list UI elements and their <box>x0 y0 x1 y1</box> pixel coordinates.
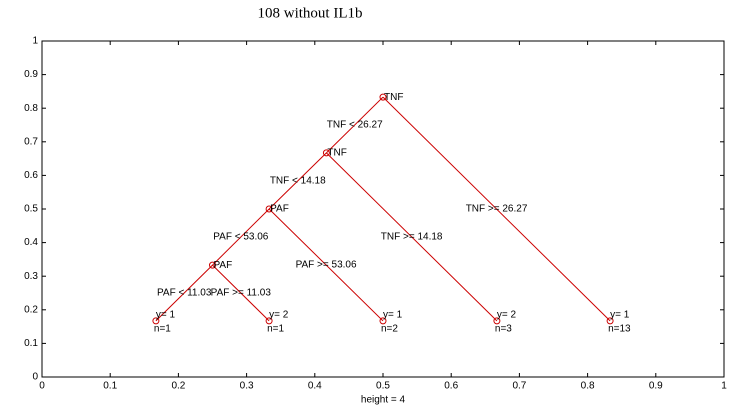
x-tick-label: 0.5 <box>376 381 390 392</box>
leaf-count: n=13 <box>608 324 631 335</box>
y-tick-label: 0.5 <box>24 204 38 215</box>
tree-edge <box>212 264 270 322</box>
edge-label: PAF < 11.03 <box>157 288 212 299</box>
node-label: TNF <box>327 148 346 159</box>
leaf-count: n=1 <box>154 324 171 335</box>
x-tick-label: 0.6 <box>444 381 458 392</box>
tree-edge <box>326 96 384 154</box>
y-tick-label: 0.1 <box>24 338 38 349</box>
y-tick-label: 0.2 <box>24 304 38 315</box>
leaf-label: y= 2 <box>497 310 517 321</box>
tree-node <box>493 317 501 325</box>
y-tick-label: 1 <box>32 36 38 47</box>
chart-title: 108 without IL1b <box>258 5 363 21</box>
y-tick-label: 0.9 <box>24 69 38 80</box>
x-tick-label: 0.3 <box>240 381 254 392</box>
tree-node <box>379 93 387 101</box>
tree-node <box>606 317 614 325</box>
x-tick-label: 0.2 <box>171 381 185 392</box>
edge-label: PAF < 53.06 <box>213 232 269 243</box>
tree-edge <box>268 152 327 210</box>
y-tick-label: 0.8 <box>24 103 38 114</box>
leaf-label: y= 1 <box>383 310 403 321</box>
leaf-label: y= 2 <box>269 310 289 321</box>
edge-label: TNF >= 14.18 <box>381 232 443 243</box>
node-label: PAF <box>214 260 233 271</box>
x-tick-label: 0.9 <box>649 381 663 392</box>
leaf-count: n=2 <box>381 324 398 335</box>
y-tick-label: 0.3 <box>24 271 38 282</box>
y-tick-label: 0.6 <box>24 170 38 181</box>
tree-node <box>209 261 216 269</box>
tree-edge <box>382 96 611 322</box>
y-tick-label: 0.7 <box>24 136 38 147</box>
x-tick-label: 0.1 <box>103 381 117 392</box>
tree-edge <box>212 208 270 266</box>
x-tick-label: 0 <box>39 381 45 392</box>
tree-node <box>152 317 160 325</box>
x-tick-label: 0.4 <box>308 381 322 392</box>
leaf-label: y= 1 <box>156 310 176 321</box>
x-tick-label: 1 <box>721 381 727 392</box>
x-axis-label: height = 4 <box>361 395 406 406</box>
leaf-count: n=3 <box>495 324 512 335</box>
y-tick-label: 0.4 <box>24 237 38 248</box>
leaf-count: n=1 <box>267 324 284 335</box>
x-tick-label: 0.7 <box>512 381 526 392</box>
edge-label: PAF >= 53.06 <box>296 260 357 271</box>
tree-node <box>322 149 330 157</box>
node-label: TNF <box>384 92 403 103</box>
tree-edge <box>326 152 498 322</box>
node-label: PAF <box>270 204 289 215</box>
leaf-label: y= 1 <box>610 310 630 321</box>
y-tick-label: 0 <box>32 372 38 383</box>
tree-edge <box>155 264 213 322</box>
tree-node <box>379 317 387 325</box>
edge-label: PAF >= 11.03 <box>211 288 272 299</box>
edge-label: TNF < 14.18 <box>270 176 326 187</box>
edge-label: TNF >= 26.27 <box>466 204 528 215</box>
x-tick-label: 0.8 <box>581 381 595 392</box>
tree-edge <box>268 208 384 322</box>
tree-node <box>265 205 273 213</box>
tree-node <box>265 317 273 325</box>
edge-label: TNF < 26.27 <box>327 120 383 131</box>
